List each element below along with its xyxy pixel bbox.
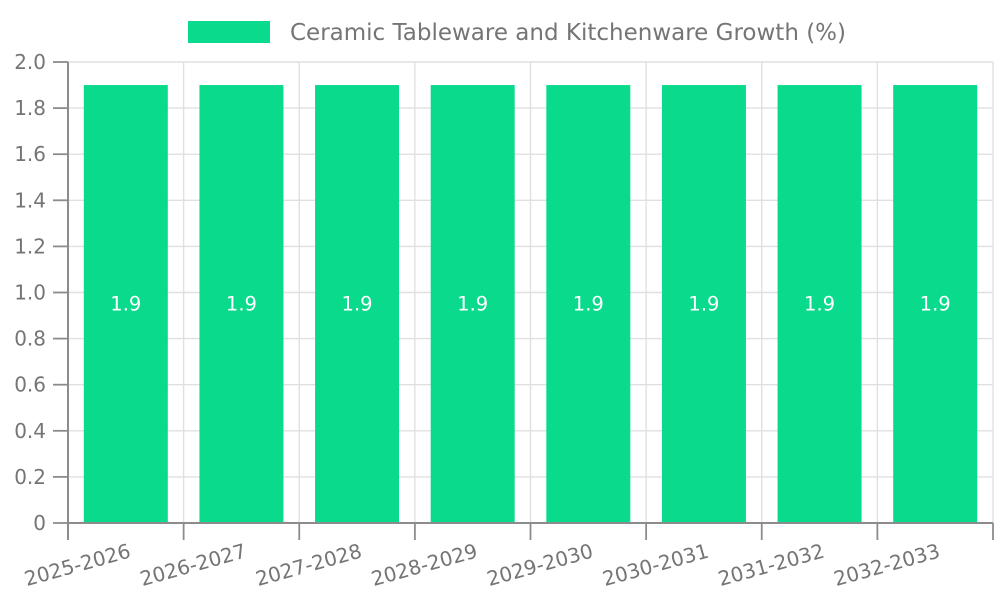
y-tick-label: 0.8 bbox=[14, 327, 46, 351]
bar-value-label: 1.9 bbox=[457, 293, 488, 316]
bar-value-label: 1.9 bbox=[688, 293, 719, 316]
x-tick-label: 2032-2033 bbox=[831, 539, 942, 591]
y-tick-label: 1.2 bbox=[14, 234, 46, 258]
bar bbox=[430, 85, 515, 524]
y-tick-label: 1.0 bbox=[14, 281, 46, 305]
y-tick-label: 2.0 bbox=[14, 50, 46, 74]
bars: 1.9 1.9 1.9 1.9 1.9 1.9 1.9 1.9 bbox=[83, 85, 978, 524]
axes bbox=[53, 61, 994, 540]
bar bbox=[661, 85, 746, 524]
bar bbox=[777, 85, 862, 524]
bar bbox=[893, 85, 978, 524]
legend-label: Ceramic Tableware and Kitchenware Growth… bbox=[290, 20, 846, 46]
y-tick-label: 1.4 bbox=[14, 188, 46, 212]
bar bbox=[199, 85, 284, 524]
x-tick-label: 2030-2031 bbox=[600, 539, 711, 591]
bar-value-label: 1.9 bbox=[342, 293, 373, 316]
bar-value-label: 1.9 bbox=[573, 293, 604, 316]
legend: Ceramic Tableware and Kitchenware Growth… bbox=[188, 20, 846, 46]
bar bbox=[315, 85, 400, 524]
bar-value-label: 1.9 bbox=[110, 293, 141, 316]
x-tick-label: 2026-2027 bbox=[137, 539, 248, 591]
bar-value-label: 1.9 bbox=[804, 293, 835, 316]
bar-value-label: 1.9 bbox=[920, 293, 951, 316]
y-tick-label: 0.6 bbox=[14, 373, 46, 397]
x-tick-label: 2028-2029 bbox=[369, 539, 480, 591]
y-tick-label: 0.4 bbox=[14, 419, 46, 443]
x-tick-label: 2029-2030 bbox=[484, 539, 595, 591]
y-tick-label: 1.8 bbox=[14, 96, 46, 120]
y-tick-label: 0.2 bbox=[14, 465, 46, 489]
bar-value-label: 1.9 bbox=[226, 293, 257, 316]
legend-swatch bbox=[188, 21, 270, 43]
bar bbox=[546, 85, 631, 524]
x-tick-label: 2025-2026 bbox=[22, 539, 133, 591]
x-tick-label: 2027-2028 bbox=[253, 539, 364, 591]
bar bbox=[83, 85, 168, 524]
y-tick-label: 0 bbox=[33, 511, 46, 535]
y-tick-label: 1.6 bbox=[14, 142, 46, 166]
x-tick-label: 2031-2032 bbox=[715, 539, 826, 591]
